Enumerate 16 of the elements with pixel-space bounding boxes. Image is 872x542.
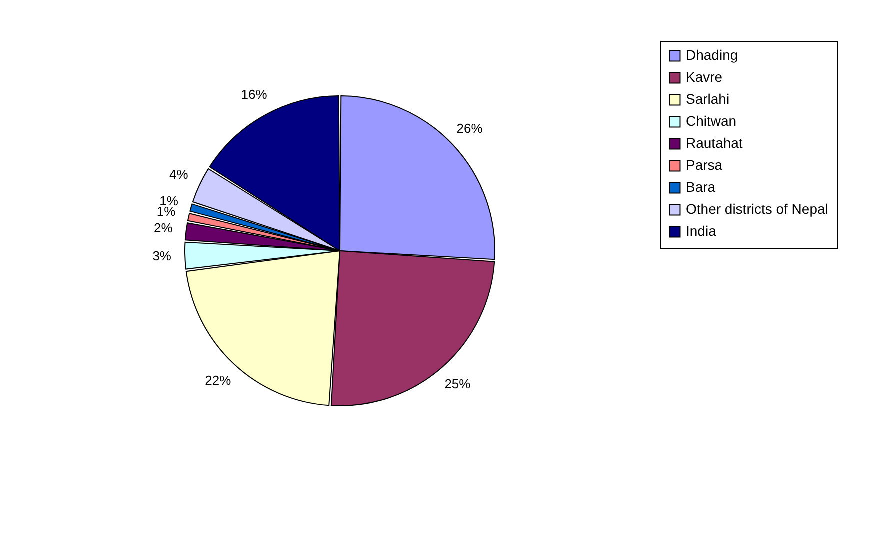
data-label: 22% bbox=[205, 372, 232, 388]
legend-label: Chitwan bbox=[686, 113, 737, 129]
data-label: 26% bbox=[456, 121, 484, 136]
legend-label: Sarlahi bbox=[686, 91, 730, 107]
legend-label: Bara bbox=[686, 179, 716, 195]
data-label: 16% bbox=[241, 87, 268, 102]
legend-label: Parsa bbox=[686, 157, 723, 173]
legend-label: Other districts of Nepal bbox=[686, 201, 828, 217]
data-label: 3% bbox=[152, 248, 172, 264]
data-label: 4% bbox=[170, 167, 189, 182]
legend-label: Kavre bbox=[686, 69, 723, 85]
legend-label: India bbox=[686, 223, 717, 239]
data-label: 25% bbox=[444, 376, 472, 392]
legend-label: Dhading bbox=[686, 47, 738, 63]
data-label: 2% bbox=[154, 220, 174, 236]
legend-label: Rautahat bbox=[686, 135, 743, 151]
